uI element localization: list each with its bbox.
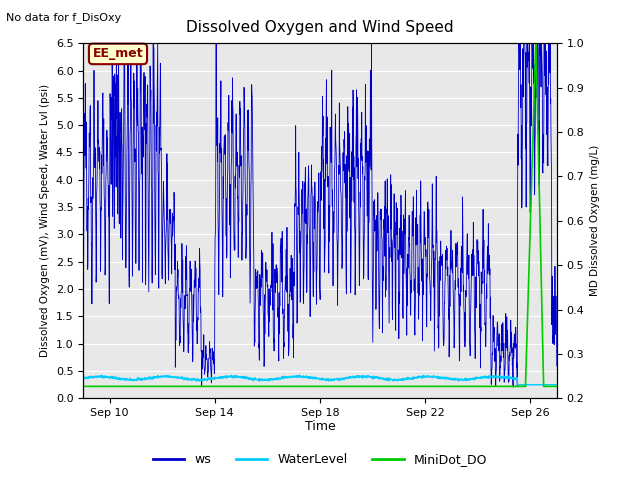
- Title: Dissolved Oxygen and Wind Speed: Dissolved Oxygen and Wind Speed: [186, 20, 454, 35]
- Text: EE_met: EE_met: [93, 48, 143, 60]
- Y-axis label: MD Dissolved Oxygen (mg/L): MD Dissolved Oxygen (mg/L): [590, 145, 600, 297]
- X-axis label: Time: Time: [305, 420, 335, 432]
- Legend: ws, WaterLevel, MiniDot_DO: ws, WaterLevel, MiniDot_DO: [148, 448, 492, 471]
- Text: No data for f_DisOxy: No data for f_DisOxy: [6, 12, 122, 23]
- Y-axis label: Dissolved Oxygen (mV), Wind Speed, Water Lvl (psi): Dissolved Oxygen (mV), Wind Speed, Water…: [40, 84, 50, 358]
